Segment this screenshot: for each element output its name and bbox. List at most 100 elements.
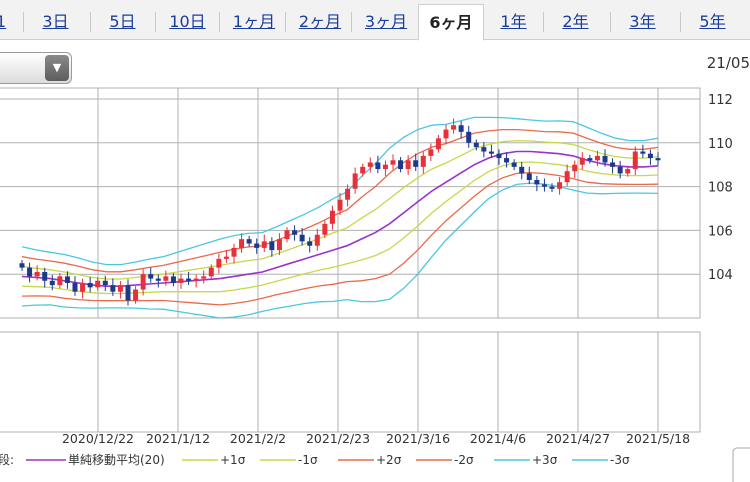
candle-body — [155, 278, 161, 281]
candle-body — [481, 147, 487, 152]
candle-body — [231, 247, 237, 257]
candle-body — [239, 239, 245, 248]
minus2-sigma-line — [21, 171, 659, 306]
candle-body — [473, 142, 479, 148]
tab-separator — [610, 12, 611, 32]
plus3-sigma-line — [21, 116, 659, 266]
y-tick-label: 106 — [708, 224, 733, 239]
candle-body — [178, 278, 184, 283]
candle-body — [254, 243, 260, 248]
indicator-dropdown[interactable]: ▼ — [0, 52, 72, 84]
tab-3[interactable]: 5日 — [109, 12, 136, 31]
candle-body — [360, 166, 366, 174]
tab-7[interactable]: 3ヶ月 — [364, 12, 408, 31]
candle-body — [223, 256, 229, 259]
legend-label: -1σ — [298, 453, 318, 467]
candle-body — [428, 149, 434, 156]
candle-body — [299, 234, 305, 242]
candle-body — [329, 210, 335, 224]
tab-separator — [285, 12, 286, 32]
candle-body — [140, 274, 146, 290]
candle-body — [375, 162, 381, 170]
candle-body — [610, 162, 616, 167]
candle-body — [148, 274, 154, 279]
candle-body — [602, 155, 608, 163]
candle-body — [466, 131, 472, 143]
x-tick-label: 2021/4/27 — [546, 431, 610, 446]
legend-label: +1σ — [220, 453, 246, 467]
candle-body — [625, 169, 631, 174]
x-tick-label: 2021/4/6 — [470, 431, 526, 446]
tab-4[interactable]: 10日 — [169, 12, 206, 31]
candle-body — [451, 125, 457, 130]
candle-body — [163, 276, 169, 281]
candle-body — [27, 267, 33, 277]
candle-body — [519, 166, 525, 174]
candle-body — [617, 166, 623, 174]
tab-11[interactable]: 3年 — [629, 12, 656, 31]
candle-body — [72, 282, 78, 292]
candle-body — [87, 282, 93, 288]
candle-body — [640, 151, 646, 154]
candle-body — [420, 155, 426, 167]
candle-body — [57, 276, 63, 286]
x-tick-label: 2021/5/18 — [626, 431, 690, 446]
period-tab-bar: 1 3日 5日 10日 1ヶ月 2ヶ月 3ヶ月 6ヶ月 1年 2年 3年 5年 — [0, 0, 750, 41]
candle-body — [117, 285, 123, 292]
candle-body — [64, 276, 70, 283]
sub-panel-frame — [0, 331, 701, 433]
y-tick-label: 104 — [708, 268, 733, 283]
tab-1[interactable]: 1 — [0, 12, 7, 31]
candle-body — [352, 173, 358, 189]
legend-label: -2σ — [454, 453, 474, 467]
legend-prefix: 段: — [0, 452, 14, 467]
candle-body — [125, 285, 131, 301]
tab-separator — [543, 12, 544, 32]
candle-body — [261, 241, 267, 248]
candle-body — [564, 171, 570, 183]
candle-body — [398, 160, 404, 170]
tab-5[interactable]: 1ヶ月 — [232, 12, 276, 31]
candle-body — [49, 280, 55, 286]
candle-body — [579, 158, 585, 165]
candle-body — [504, 158, 510, 163]
candle-body — [413, 160, 419, 167]
candle-body — [322, 223, 328, 235]
candle-body — [201, 276, 207, 279]
candle-body — [170, 276, 176, 283]
candle-body — [186, 278, 192, 281]
candle-body — [208, 267, 214, 277]
tab-6[interactable]: 2ヶ月 — [298, 12, 342, 31]
legend-label: -3σ — [610, 453, 630, 467]
x-tick-label: 2021/2/23 — [306, 431, 370, 446]
candle-body — [307, 241, 313, 246]
candle-body — [110, 285, 116, 292]
x-tick-label: 2021/1/12 — [146, 431, 210, 446]
tab-8[interactable]: 6ヶ月 — [418, 4, 484, 41]
tab-2[interactable]: 3日 — [42, 12, 69, 31]
x-tick-label: 2021/2/2 — [230, 431, 286, 446]
x-tick-label: 2020/12/22 — [62, 431, 134, 446]
candle-body — [390, 160, 396, 165]
candle-body — [80, 282, 86, 292]
tab-separator — [219, 12, 220, 32]
tab-9[interactable]: 1年 — [500, 12, 527, 31]
candle-body — [435, 138, 441, 150]
tab-12[interactable]: 5年 — [699, 12, 726, 31]
candle-body — [511, 162, 517, 167]
candle-body — [246, 239, 252, 244]
tab-separator — [90, 12, 91, 32]
candle-body — [193, 278, 199, 281]
candle-body — [284, 230, 290, 240]
candle-body — [337, 199, 343, 211]
chevron-down-icon[interactable]: ▼ — [45, 55, 69, 81]
tab-separator — [23, 12, 24, 32]
candle-body — [133, 289, 139, 301]
tab-10[interactable]: 2年 — [562, 12, 589, 31]
candle-body — [314, 234, 320, 246]
candle-body — [655, 158, 661, 161]
candle-body — [587, 158, 593, 161]
candle-body — [102, 280, 108, 286]
candle-body — [276, 239, 282, 251]
